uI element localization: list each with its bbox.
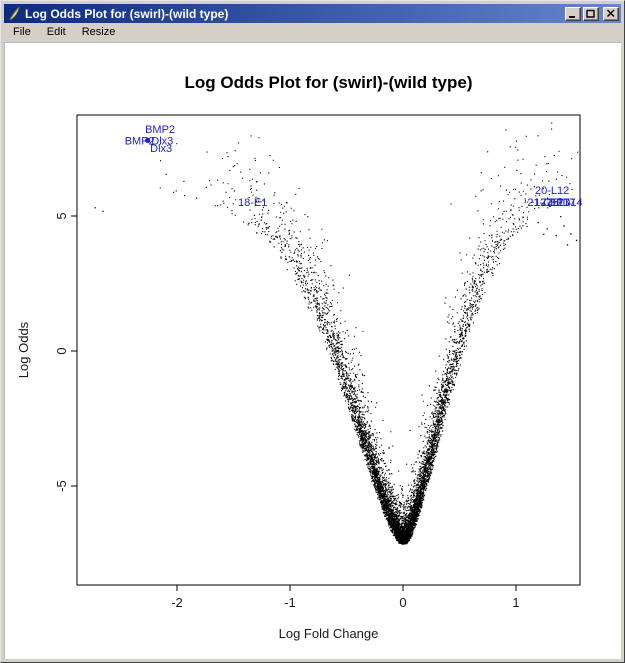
close-icon <box>606 9 615 18</box>
x-tick-label: -1 <box>284 595 296 610</box>
plot-title: Log Odds Plot for (swirl)-(wild type) <box>184 73 472 92</box>
gene-label: 27-E17 <box>540 197 575 209</box>
title-bar[interactable]: Log Odds Plot for (swirl)-(wild type) <box>4 4 621 23</box>
marked-gene-point <box>548 204 552 208</box>
window-controls <box>565 6 619 21</box>
x-axis-label: Log Fold Change <box>279 626 379 641</box>
maximize-button[interactable] <box>583 6 599 21</box>
gene-label: 17-E17 <box>534 197 569 209</box>
plot-canvas: Log Odds Plot for (swirl)-(wild type) -2 -… <box>16 73 583 641</box>
graphics-device-area: Log Odds Plot for (swirl)-(wild type) -2 -… <box>4 42 621 659</box>
x-tick-label: 0 <box>399 595 406 610</box>
feather-icon[interactable] <box>6 6 22 21</box>
y-axis-label: Log Odds <box>16 321 31 378</box>
minimize-button[interactable] <box>565 6 581 21</box>
gene-label: Dlx3 <box>151 135 173 147</box>
x-tick-label: -2 <box>171 595 183 610</box>
y-tick-label: -5 <box>54 480 69 492</box>
menu-bar: File Edit Resize <box>4 23 621 42</box>
window-title: Log Odds Plot for (swirl)-(wild type) <box>25 6 229 21</box>
menu-edit[interactable]: Edit <box>46 26 66 38</box>
gene-label: BMP2 <box>125 135 155 147</box>
y-tick-label: 5 <box>54 212 69 219</box>
y-tick-label: 0 <box>54 347 69 354</box>
menu-file[interactable]: File <box>13 26 31 38</box>
maximize-icon <box>586 9 595 18</box>
plot-box <box>76 114 581 586</box>
marked-gene-point <box>567 202 571 206</box>
minimize-icon <box>569 16 575 18</box>
marked-gene-point <box>145 137 151 143</box>
gene-label: 20-L12 <box>535 185 569 197</box>
gene-label: 25-D14 <box>547 197 583 209</box>
gene-label: BMP2 <box>145 124 175 136</box>
menu-resize[interactable]: Resize <box>81 26 116 38</box>
scatter-points <box>159 122 579 545</box>
x-tick-label: 1 <box>512 595 519 610</box>
gene-label: Dlx3 <box>150 143 172 155</box>
gene-label: 18-E1 <box>238 197 267 209</box>
close-button[interactable] <box>603 6 619 21</box>
gene-label: 21-C12 <box>527 197 563 209</box>
marked-gene-point <box>558 197 562 201</box>
